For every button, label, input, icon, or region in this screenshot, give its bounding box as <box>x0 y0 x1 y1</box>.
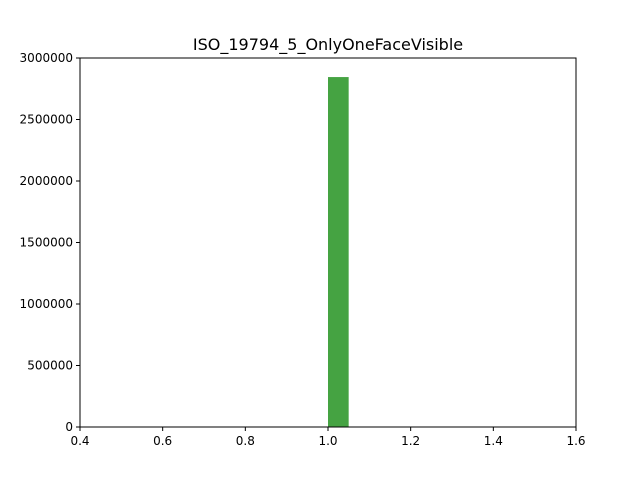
x-tick-label: 0.4 <box>70 434 89 448</box>
y-tick-label: 500000 <box>27 359 73 373</box>
x-tick-label: 0.6 <box>153 434 172 448</box>
y-tick-label: 0 <box>65 420 73 434</box>
chart-title: ISO_19794_5_OnlyOneFaceVisible <box>193 35 463 55</box>
y-tick-label: 1500000 <box>20 236 73 250</box>
x-tick-label: 1.2 <box>401 434 420 448</box>
y-axis: 0 500000 1000000 1500000 2000000 2500000 30000… <box>20 51 80 434</box>
x-tick-label: 1.6 <box>566 434 585 448</box>
y-tick-label: 1000000 <box>20 297 73 311</box>
y-tick-label: 2500000 <box>20 113 73 127</box>
y-tick-label: 3000000 <box>20 51 73 65</box>
x-tick-label: 0.8 <box>236 434 255 448</box>
bars-group <box>328 77 349 427</box>
bar-0 <box>328 77 349 427</box>
x-tick-label: 1.4 <box>484 434 503 448</box>
y-tick-label: 2000000 <box>20 174 73 188</box>
x-tick-label: 1.0 <box>318 434 337 448</box>
x-axis: 0.4 0.6 0.8 1.0 1.2 1.4 1.6 <box>70 427 586 448</box>
